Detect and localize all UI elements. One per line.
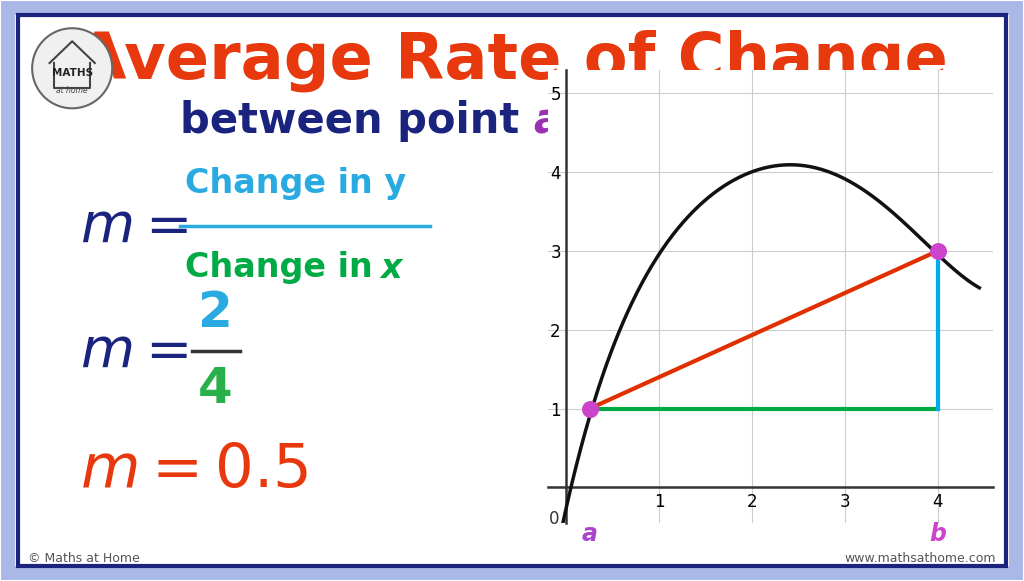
Text: Change in: Change in bbox=[185, 252, 384, 285]
Text: between point: between point bbox=[179, 100, 534, 142]
Text: © Maths at Home: © Maths at Home bbox=[28, 553, 139, 565]
Text: b: b bbox=[815, 100, 845, 142]
Text: $m = 0.5$: $m = 0.5$ bbox=[80, 442, 308, 500]
Circle shape bbox=[32, 28, 113, 108]
Text: $=$: $=$ bbox=[135, 324, 188, 378]
Text: 4: 4 bbox=[198, 365, 232, 413]
Text: b: b bbox=[929, 522, 946, 546]
Text: Average Rate of Change: Average Rate of Change bbox=[77, 30, 947, 92]
Text: $m$: $m$ bbox=[80, 199, 132, 253]
Point bbox=[582, 404, 598, 413]
Text: at home: at home bbox=[56, 87, 88, 95]
Text: a: a bbox=[534, 100, 561, 142]
Text: MATHS: MATHS bbox=[51, 69, 93, 78]
FancyBboxPatch shape bbox=[8, 8, 1016, 573]
Point bbox=[930, 246, 946, 256]
Text: and point: and point bbox=[561, 100, 815, 142]
Text: 0: 0 bbox=[549, 510, 559, 528]
Text: $m$: $m$ bbox=[80, 325, 132, 378]
Text: www.mathsathome.com: www.mathsathome.com bbox=[845, 553, 996, 565]
Text: a: a bbox=[582, 522, 598, 546]
Text: $=$: $=$ bbox=[135, 199, 188, 253]
Text: x: x bbox=[380, 252, 401, 285]
Text: 2: 2 bbox=[198, 289, 232, 337]
Text: Change in y: Change in y bbox=[185, 167, 407, 200]
